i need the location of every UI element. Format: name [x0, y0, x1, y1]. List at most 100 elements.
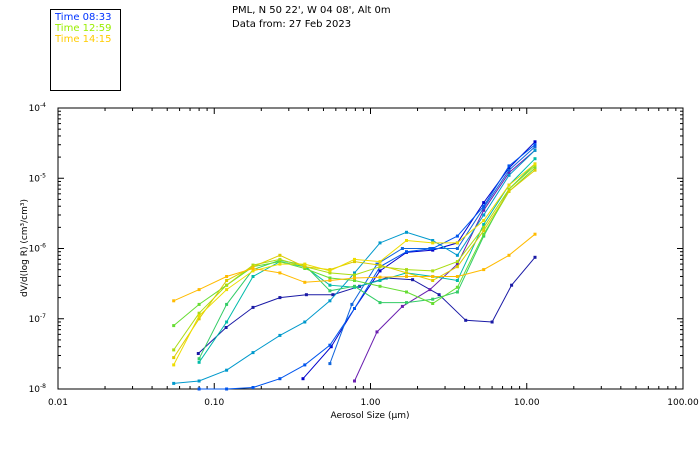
- data-point: [353, 260, 356, 264]
- y-tick-label: 10-5: [29, 172, 47, 184]
- data-point: [328, 269, 332, 273]
- data-point: [328, 362, 332, 366]
- data-point: [482, 208, 486, 212]
- series-line: [173, 169, 536, 358]
- data-point: [278, 296, 282, 300]
- series-6: [197, 143, 537, 391]
- data-point: [533, 157, 537, 161]
- legend-item-1: Time 08:33: [55, 12, 112, 23]
- data-point: [304, 293, 308, 297]
- series-line: [199, 144, 536, 390]
- data-point: [431, 275, 435, 278]
- data-point: [353, 307, 356, 310]
- y-tick-label: 10-4: [29, 102, 47, 114]
- series-line: [173, 163, 536, 366]
- data-point: [328, 283, 332, 287]
- data-point: [378, 265, 382, 269]
- x-tick-label: 10.00: [514, 398, 540, 408]
- data-point: [405, 271, 408, 275]
- data-point: [378, 269, 382, 273]
- data-point: [378, 284, 382, 288]
- series-11: [172, 168, 537, 360]
- data-point: [482, 213, 486, 217]
- data-point: [507, 168, 511, 172]
- legend-box: Time 08:33 Time 12:59 Time 14:15: [50, 9, 121, 91]
- data-point: [431, 239, 435, 242]
- data-point: [437, 293, 441, 297]
- data-point: [353, 257, 356, 261]
- series-5: [172, 148, 537, 385]
- data-point: [378, 279, 382, 282]
- series-12: [172, 162, 537, 367]
- data-point: [197, 360, 201, 364]
- data-point: [197, 288, 201, 292]
- series-line: [197, 256, 536, 354]
- data-point: [455, 260, 459, 264]
- data-point: [533, 145, 537, 149]
- data-point: [278, 377, 282, 381]
- data-point: [328, 276, 332, 280]
- data-point: [533, 164, 537, 168]
- data-point: [455, 241, 459, 245]
- data-point: [431, 269, 435, 273]
- data-point: [455, 290, 459, 294]
- data-point: [482, 219, 486, 222]
- data-point: [378, 241, 382, 245]
- x-tick-labels: 0.01 0.10 1.00 10.00 100.00: [48, 398, 699, 408]
- data-point: [172, 356, 176, 360]
- data-point: [225, 275, 229, 278]
- data-point: [278, 253, 282, 257]
- data-point: [172, 363, 176, 367]
- data-point: [378, 301, 382, 305]
- y-axis-label: dV/d(log R) (cm³/cm³): [20, 199, 30, 297]
- data-point: [197, 357, 201, 361]
- data-point: [431, 279, 435, 282]
- data-point: [196, 352, 200, 355]
- data-point: [328, 271, 332, 275]
- data-point: [303, 320, 307, 324]
- data-point: [251, 269, 255, 273]
- data-point: [225, 320, 229, 324]
- data-point: [378, 275, 382, 279]
- data-point: [197, 379, 201, 383]
- data-point: [405, 301, 408, 305]
- data-point: [278, 271, 282, 275]
- data-point: [353, 284, 356, 288]
- data-point: [482, 204, 486, 208]
- data-point: [507, 183, 511, 187]
- data-point: [378, 260, 382, 264]
- data-point: [225, 283, 229, 287]
- data-point: [482, 206, 486, 210]
- data-point: [303, 280, 307, 284]
- data-point: [482, 232, 486, 236]
- data-point: [197, 311, 201, 315]
- data-point: [251, 351, 255, 355]
- y-tick-labels: 10-8 10-7 10-6 10-5 10-4: [29, 102, 47, 395]
- data-point: [172, 381, 176, 385]
- data-point: [482, 201, 486, 205]
- data-point: [455, 262, 459, 266]
- y-tick-label: 10-6: [29, 243, 47, 255]
- data-point: [251, 267, 255, 270]
- data-point: [375, 330, 379, 334]
- data-point: [507, 189, 511, 193]
- series-8: [197, 162, 537, 361]
- data-point: [328, 343, 332, 347]
- data-point: [328, 279, 332, 282]
- data-point: [507, 164, 511, 168]
- data-point: [172, 299, 176, 303]
- data-point: [455, 234, 459, 238]
- series-line: [173, 149, 536, 384]
- data-point: [405, 239, 408, 242]
- y-tick-label: 10-7: [29, 313, 47, 325]
- data-point: [353, 273, 356, 277]
- site-title: PML, N 50 22', W 04 08', Alt 0m: [232, 5, 391, 16]
- x-tick-label: 0.01: [48, 398, 68, 408]
- data-point: [251, 386, 255, 389]
- data-point: [278, 260, 282, 264]
- data-point: [405, 290, 408, 294]
- data-point: [172, 348, 176, 352]
- data-point: [225, 288, 229, 292]
- data-point: [533, 232, 537, 236]
- data-point: [455, 253, 459, 257]
